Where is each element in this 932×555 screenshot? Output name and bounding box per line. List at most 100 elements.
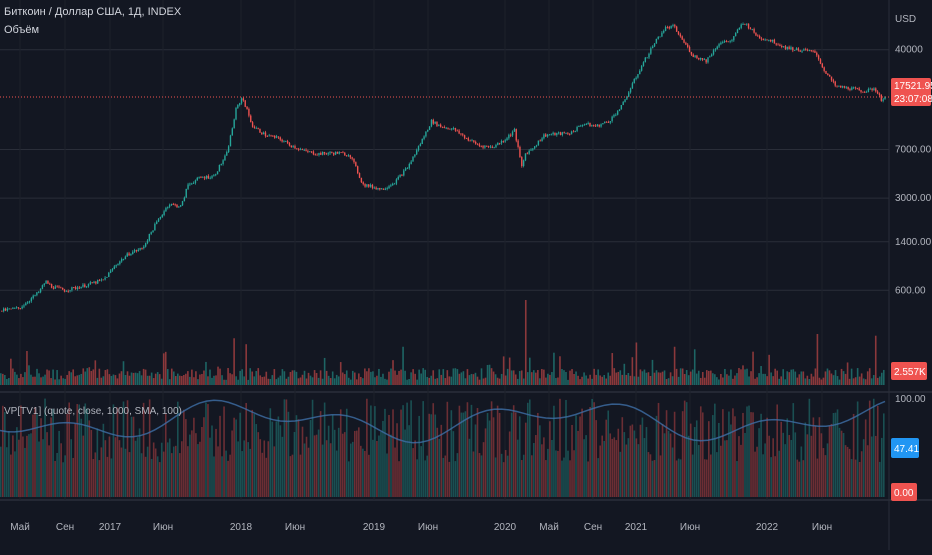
volume-legend[interactable]: Объём — [4, 24, 40, 36]
vp-bar — [408, 425, 410, 497]
vp-bar — [335, 450, 338, 497]
vp-bar — [181, 441, 183, 497]
vp-bar — [639, 424, 642, 497]
vp-bar — [370, 405, 372, 497]
candle-body — [272, 135, 274, 137]
candle-body — [847, 86, 849, 90]
volume-bar — [442, 369, 445, 385]
candle-body — [128, 253, 130, 256]
vp-bar — [484, 428, 487, 497]
candle-body — [532, 148, 534, 150]
vp-bar — [305, 436, 308, 497]
vp-bar — [571, 424, 573, 497]
candle-body — [248, 108, 250, 116]
volume-bar — [32, 376, 34, 385]
candle-body — [670, 25, 672, 29]
price-badge-countdown: 23:07:08 — [894, 94, 932, 105]
vp-bar — [689, 423, 692, 497]
volume-bar — [712, 373, 714, 385]
candle-body — [144, 243, 147, 247]
vp-bar — [454, 461, 457, 497]
volume-bar — [760, 366, 762, 385]
time-tick-label: Июн — [812, 522, 832, 533]
candle-body — [344, 152, 346, 156]
candle-body — [130, 254, 132, 256]
volume-bar — [681, 368, 684, 385]
candle-body — [331, 152, 333, 154]
volume-bar — [720, 373, 722, 385]
candle-body — [528, 150, 530, 154]
vp-bar — [498, 412, 501, 497]
vp-bar — [82, 435, 85, 497]
candle-body — [615, 114, 617, 116]
candle-body — [642, 62, 645, 67]
vp-bar — [671, 447, 674, 497]
vp-bar — [263, 440, 266, 497]
vp-bar — [862, 439, 865, 497]
candle-body — [526, 153, 529, 155]
volume-bar — [12, 368, 14, 385]
candle-body — [486, 145, 488, 147]
vp-bar — [846, 446, 849, 497]
candle-body — [133, 250, 136, 252]
volume-bar — [746, 368, 748, 385]
vp-bar — [510, 412, 513, 497]
volume-bar — [647, 372, 650, 385]
candle-body — [722, 42, 724, 43]
candle-body — [646, 57, 648, 59]
volume-bar — [229, 373, 231, 385]
volume-bar — [40, 377, 42, 385]
volume-bar — [705, 370, 708, 385]
candle-body — [382, 188, 385, 190]
vp-bar — [561, 460, 563, 497]
volume-bar — [0, 373, 2, 385]
candle-body — [207, 175, 210, 179]
volume-bar — [44, 374, 46, 385]
candle-body — [58, 286, 60, 288]
volume-bar — [54, 379, 56, 385]
candle-body — [369, 184, 372, 187]
volume-bar — [788, 372, 791, 385]
volume-bar — [124, 374, 127, 385]
vp-bar — [665, 410, 668, 497]
candle-body — [292, 146, 294, 148]
vp-bar — [368, 454, 370, 497]
candle-body — [733, 36, 735, 41]
vp-legend[interactable]: VP[TV1] (quote, close, 1000, SMA, 100) — [4, 406, 182, 417]
candle-body — [41, 285, 44, 289]
vp-bar — [882, 413, 885, 497]
vp-bar — [432, 403, 435, 497]
candle-body — [445, 127, 447, 129]
volume-bar — [271, 375, 274, 385]
vp-bar — [816, 458, 819, 497]
vp-bar — [486, 413, 489, 497]
volume-bar — [68, 371, 70, 385]
vp-bar — [852, 413, 855, 497]
vp-bar — [32, 414, 34, 497]
vp-bar — [100, 447, 103, 497]
candle-body — [786, 46, 788, 49]
volume-bar — [732, 378, 734, 385]
volume-bar — [66, 374, 68, 385]
volume-bar — [567, 379, 569, 385]
volume-bar — [339, 362, 342, 385]
vp-bar — [502, 462, 505, 497]
volume-bar — [84, 371, 87, 385]
volume-bar — [671, 376, 674, 385]
candle-body — [840, 85, 842, 88]
volume-bar — [390, 368, 392, 385]
vp-bar — [6, 447, 8, 497]
volume-bar — [86, 368, 89, 385]
candle-body — [340, 152, 342, 153]
vp-bar — [283, 399, 286, 497]
volume-bar — [848, 378, 851, 385]
vp-bar — [569, 460, 571, 497]
symbol-legend[interactable]: Биткоин / Доллар США, 1Д, INDEX — [4, 6, 182, 18]
volume-bar — [317, 377, 320, 385]
vp-bar — [675, 460, 678, 497]
vp-bar — [138, 428, 141, 497]
price-tick-label: 40000 — [895, 45, 923, 56]
vp-bar — [691, 454, 694, 497]
price-badge — [891, 77, 931, 106]
